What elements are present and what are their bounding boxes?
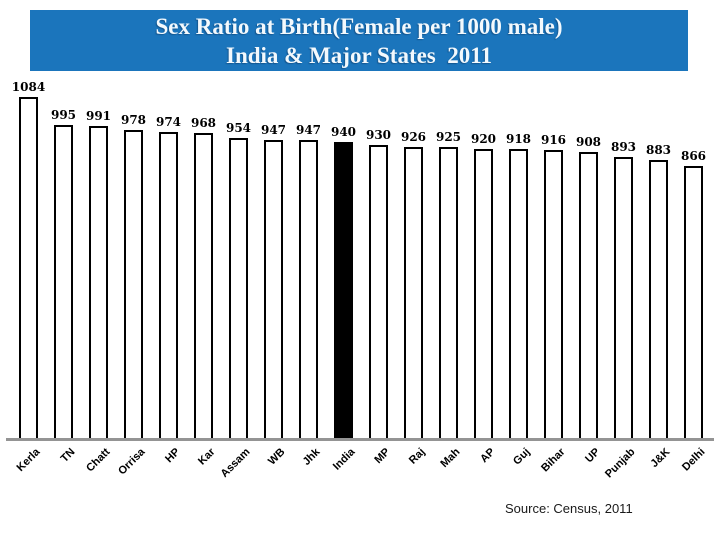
bar-value-label: 918: [505, 132, 532, 146]
bar-value-label: 954: [225, 121, 252, 135]
bar-Jhk: [299, 140, 318, 438]
bar-value-label: 947: [260, 123, 287, 137]
bar-UP: [579, 152, 598, 438]
chart-title-line1: Sex Ratio at Birth(Female per 1000 male): [155, 13, 563, 39]
bar-Delhi: [684, 166, 703, 438]
bar-Kerla: [19, 97, 38, 438]
bar-Raj: [404, 147, 423, 438]
bar-Chatt: [89, 126, 108, 438]
bar-Assam: [229, 138, 248, 438]
bar-Kar: [194, 133, 213, 438]
bar-value-label: 991: [85, 109, 112, 123]
bar-value-label: 926: [400, 130, 427, 144]
bar-value-label: 908: [575, 135, 602, 149]
x-axis-line: [6, 438, 714, 441]
bar-WB: [264, 140, 283, 438]
bar-value-label: 947: [295, 123, 322, 137]
bar-Orrisa: [124, 130, 143, 438]
bar-value-label: 920: [470, 132, 497, 146]
bar-value-label: 866: [680, 149, 707, 163]
bar-value-label: 974: [155, 115, 182, 129]
bar-value-label: 925: [435, 130, 462, 144]
bar-India: [334, 142, 353, 438]
source-note: Source: Census, 2011: [505, 501, 633, 516]
chart-title-line2: India & Major States 2011: [226, 42, 492, 68]
bar-value-label: 916: [540, 133, 567, 147]
bar-value-label: 995: [50, 108, 77, 122]
bar-J&K: [649, 160, 668, 438]
bar-value-label: 978: [120, 113, 147, 127]
bar-Mah: [439, 147, 458, 438]
bar-AP: [474, 149, 493, 438]
bar-TN: [54, 125, 73, 438]
chart-title: Sex Ratio at Birth(Female per 1000 male)…: [30, 10, 688, 71]
bar-MP: [369, 145, 388, 438]
bar-Bihar: [544, 150, 563, 438]
bar-value-label: 930: [365, 128, 392, 142]
bar-Guj: [509, 149, 528, 438]
bar-value-label: 968: [190, 116, 217, 130]
bar-value-label: 893: [610, 140, 637, 154]
bar-Punjab: [614, 157, 633, 438]
x-axis-label-Delhi: Delhi: [679, 446, 707, 474]
bar-value-label: 940: [330, 125, 357, 139]
bar-value-label: 1084: [11, 80, 46, 94]
bar-value-label: 883: [645, 143, 672, 157]
bar-HP: [159, 132, 178, 438]
